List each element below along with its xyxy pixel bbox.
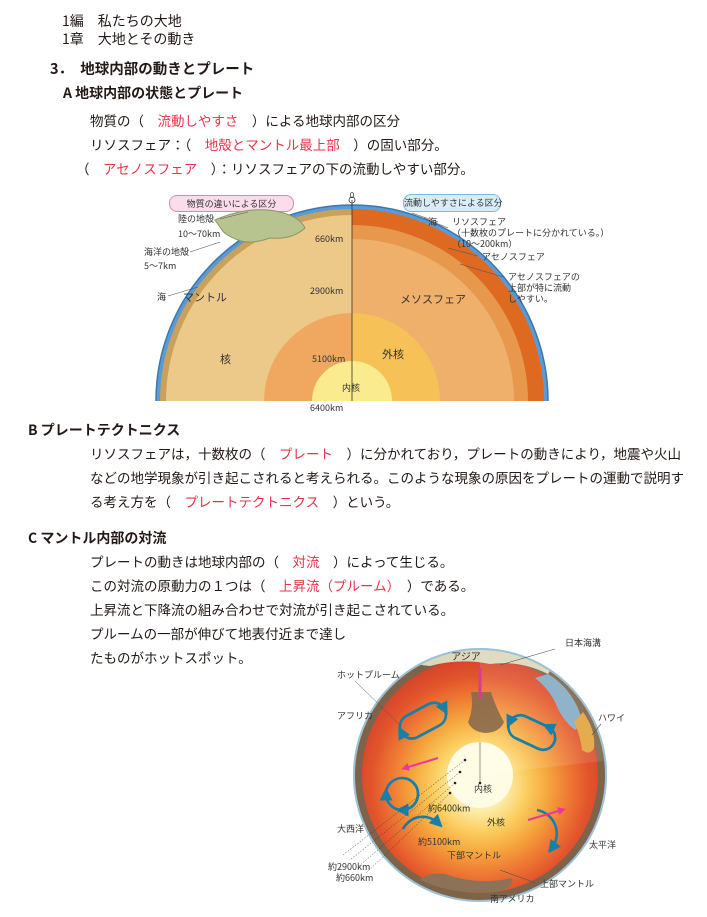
svg-text:大西洋: 大西洋 [337, 822, 364, 835]
svg-text:海洋の地殻: 海洋の地殻 [144, 245, 189, 258]
svg-text:メソスフェア: メソスフェア [400, 291, 466, 307]
svg-text:ホットプルーム: ホットプルーム [337, 668, 400, 681]
svg-text:核: 核 [220, 351, 231, 367]
svg-text:アセノスフェア: アセノスフェア [482, 250, 545, 263]
svg-text:ハワイ: ハワイ [598, 711, 625, 724]
svg-text:上部マントル: 上部マントル [540, 877, 594, 890]
svg-text:内核: 内核 [342, 381, 360, 394]
svg-text:下部マントル: 下部マントル [447, 849, 501, 862]
svg-text:外核: 外核 [487, 816, 505, 829]
svg-text:太平洋: 太平洋 [589, 838, 616, 851]
svg-text:660km: 660km [315, 232, 343, 245]
svg-text:内核: 内核 [474, 782, 492, 795]
svg-text:アジア: アジア [451, 648, 481, 663]
svg-text:6400km: 6400km [310, 401, 343, 414]
svg-text:マントル: マントル [183, 289, 227, 305]
svg-text:約6400km: 約6400km [428, 802, 470, 815]
svg-text:約5100km: 約5100km [418, 835, 460, 848]
svg-text:5100km: 5100km [312, 352, 345, 365]
svg-text:アフリカ: アフリカ [337, 709, 373, 722]
svg-text:外核: 外核 [382, 346, 404, 362]
svg-text:2900km: 2900km [310, 284, 343, 297]
svg-text:南アメリカ: 南アメリカ [490, 892, 535, 905]
svg-text:しやすい。: しやすい。 [508, 292, 553, 305]
svg-text:10～70km: 10～70km [178, 227, 220, 240]
svg-text:約660km: 約660km [336, 871, 373, 884]
svg-text:日本海溝: 日本海溝 [565, 636, 601, 649]
svg-text:（10～200km）: （10～200km） [452, 237, 517, 250]
svg-text:陸の地殻: 陸の地殻 [178, 212, 214, 225]
svg-text:5～7km: 5～7km [144, 259, 176, 272]
svg-text:海: 海 [157, 290, 166, 303]
svg-text:0: 0 [350, 190, 355, 201]
